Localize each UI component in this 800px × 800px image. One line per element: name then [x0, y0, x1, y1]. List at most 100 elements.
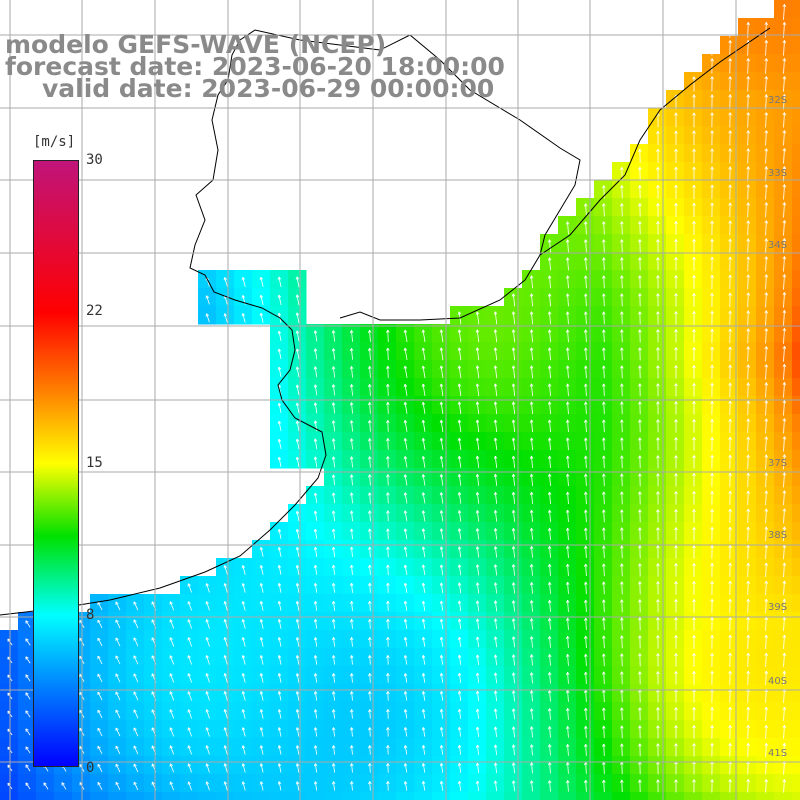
wind-arrow: [368, 564, 372, 576]
wind-speed-cell: [486, 342, 505, 361]
wind-speed-cell: [576, 702, 595, 721]
wind-arrow: [656, 221, 660, 235]
wind-speed-cell: [612, 378, 631, 397]
wind-speed-cell: [540, 738, 559, 757]
wind-speed-cell: [702, 630, 721, 649]
wind-arrow: [368, 673, 372, 683]
wind-speed-cell: [666, 558, 685, 577]
wind-speed-cell: [720, 162, 739, 181]
wind-arrow: [493, 473, 498, 486]
wind-speed-cell: [792, 198, 800, 217]
wind-speed-cell: [630, 612, 649, 631]
wind-arrow: [475, 636, 480, 648]
wind-arrow: [493, 780, 498, 792]
wind-arrow: [638, 167, 642, 181]
wind-arrow: [331, 781, 336, 791]
wind-arrow: [746, 256, 750, 272]
wind-arrow: [547, 401, 552, 415]
wind-arrow: [547, 275, 552, 289]
wind-arrow: [97, 745, 103, 755]
wind-arrow: [656, 545, 660, 559]
wind-speed-cell: [684, 720, 703, 739]
wind-arrow: [439, 365, 444, 379]
wind-speed-cell: [486, 792, 505, 800]
wind-arrow: [728, 364, 732, 380]
wind-speed-cell: [792, 378, 800, 397]
wind-speed-cell: [792, 270, 800, 289]
wind-speed-cell: [738, 612, 757, 631]
wind-arrow: [764, 220, 769, 236]
wind-arrow: [511, 672, 516, 684]
wind-speed-cell: [648, 540, 667, 559]
wind-speed-cell: [756, 36, 775, 55]
wind-arrow: [421, 474, 426, 486]
wind-speed-cell: [342, 666, 361, 685]
wind-arrow: [350, 691, 354, 701]
wind-arrow: [529, 509, 534, 522]
wind-speed-cell: [774, 54, 793, 73]
wind-arrow: [493, 347, 498, 361]
wind-arrow: [439, 727, 444, 737]
wind-arrow: [565, 563, 570, 576]
wind-speed-cell: [702, 324, 721, 343]
wind-arrow: [583, 329, 588, 343]
wind-arrow: [656, 293, 660, 307]
wind-speed-cell: [720, 288, 739, 307]
wind-speed-cell: [630, 234, 649, 253]
wind-speed-cell: [738, 72, 757, 91]
wind-speed-cell: [756, 756, 775, 775]
wind-arrow: [620, 653, 624, 667]
wind-speed-cell: [666, 288, 685, 307]
wind-arrow: [674, 365, 678, 379]
wind-arrow: [277, 619, 282, 629]
wind-arrow: [439, 745, 444, 755]
wind-speed-cell: [756, 540, 775, 559]
wind-arrow: [313, 601, 318, 611]
wind-arrow: [187, 655, 192, 665]
wind-arrow: [331, 582, 336, 593]
wind-arrow: [638, 725, 642, 739]
wind-arrow: [457, 726, 462, 737]
wind-arrow: [133, 619, 139, 629]
wind-speed-cell: [774, 432, 793, 451]
wind-speed-cell: [756, 486, 775, 505]
wind-speed-cell: [792, 666, 800, 685]
wind-speed-cell: [540, 450, 559, 469]
wind-speed-cell: [774, 576, 793, 595]
wind-arrow: [223, 277, 228, 287]
wind-arrow: [692, 311, 696, 325]
wind-arrow: [277, 528, 282, 539]
wind-arrow: [403, 582, 408, 593]
wind-speed-cell: [720, 504, 739, 523]
wind-speed-cell: [558, 216, 577, 235]
wind-arrow: [133, 781, 139, 791]
wind-arrow: [421, 329, 426, 343]
wind-arrow: [710, 598, 714, 613]
wind-arrow: [710, 256, 714, 271]
wind-arrow: [331, 402, 336, 414]
wind-speed-cell: [702, 126, 721, 145]
wind-arrow: [349, 582, 354, 593]
wind-arrow: [529, 762, 534, 774]
wind-speed-cell: [702, 684, 721, 703]
wind-arrow: [692, 743, 696, 757]
wind-arrow: [439, 437, 444, 450]
wind-speed-cell: [648, 288, 667, 307]
wind-speed-cell: [540, 540, 559, 559]
wind-arrow: [457, 510, 462, 522]
wind-arrow: [638, 401, 642, 415]
wind-speed-cell: [648, 594, 667, 613]
wind-arrow: [565, 708, 570, 720]
wind-arrow: [746, 490, 750, 506]
wind-arrow: [313, 330, 318, 342]
wind-arrow: [565, 455, 570, 469]
wind-speed-cell: [558, 774, 577, 793]
wind-speed-cell: [504, 720, 523, 739]
wind-arrow: [710, 346, 714, 361]
wind-arrow: [403, 727, 408, 737]
wind-arrow: [728, 256, 732, 272]
wind-speed-cell: [522, 540, 541, 559]
wind-arrow: [403, 745, 408, 755]
wind-arrow: [692, 202, 696, 217]
wind-arrow: [565, 257, 570, 271]
